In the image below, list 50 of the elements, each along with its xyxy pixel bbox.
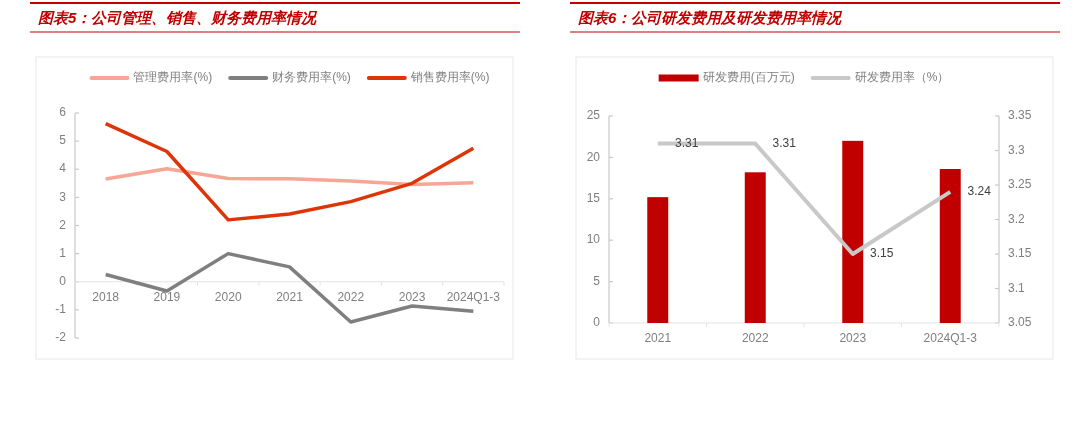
x-tick-label: 2022 [337, 289, 365, 304]
y-tick-label: 4 [59, 161, 67, 176]
y-tick-label: 25 [586, 108, 601, 123]
x-tick-label: 2018 [92, 289, 120, 304]
y-tick-label: 20 [586, 149, 601, 164]
x-tick-label: 2019 [153, 289, 181, 304]
x-tick-label: 2020 [214, 289, 242, 304]
legend-label: 管理费用率(%) [133, 70, 213, 85]
x-tick-label: 2021 [276, 289, 304, 304]
y-tick-label: -2 [55, 330, 67, 345]
y-tick-label: 15 [586, 190, 601, 205]
y2-tick-label: 3.2 [1008, 211, 1026, 226]
data-label: 3.15 [870, 246, 894, 261]
x-tick-label: 2022 [741, 331, 769, 346]
chart-title: 图表5：公司管理、销售、财务费用率情况 [38, 8, 319, 26]
y-tick-label: 2 [59, 217, 67, 232]
data-label: 3.31 [772, 135, 797, 150]
y-tick-label: 5 [593, 273, 601, 288]
bar [939, 168, 961, 323]
y2-tick-label: 3.1 [1008, 280, 1026, 295]
x-tick-label: 2024Q1-3 [923, 331, 978, 346]
y2-tick-label: 3.25 [1008, 177, 1032, 192]
line-series [103, 166, 476, 187]
y2-tick-label: 3.3 [1008, 142, 1026, 157]
x-tick-label: 2021 [644, 331, 672, 346]
y2-tick-label: 3.15 [1008, 246, 1032, 261]
legend-label: 财务费用率(%) [272, 70, 351, 85]
y-tick-label: 0 [593, 315, 601, 330]
y-tick-label: 0 [59, 273, 67, 288]
y-tick-label: 3 [59, 189, 67, 204]
x-tick-label: 2023 [398, 289, 426, 304]
y-tick-label: -1 [55, 302, 67, 317]
legend-label: 销售费用率(%) [409, 70, 490, 85]
x-tick-label: 2023 [839, 331, 867, 346]
data-label: 3.24 [967, 184, 992, 199]
bar [647, 197, 669, 323]
y-tick-label: 5 [59, 133, 67, 148]
y-tick-label: 10 [586, 232, 601, 247]
data-label: 3.31 [675, 135, 699, 150]
x-tick-label: 2024Q1-3 [446, 289, 501, 304]
bar [744, 172, 766, 323]
line-series [103, 121, 476, 222]
y2-tick-label: 3.05 [1008, 315, 1032, 330]
legend-label: 研发费用(百万元) [702, 70, 795, 85]
y2-tick-label: 3.35 [1008, 108, 1032, 123]
y-tick-label: 6 [59, 105, 67, 120]
bar [842, 140, 864, 323]
y-tick-label: 1 [59, 245, 67, 260]
chart-title: 图表6：公司研发费用及研发费用率情况 [578, 8, 844, 26]
legend-label: 研发费用率（%） [854, 70, 950, 85]
